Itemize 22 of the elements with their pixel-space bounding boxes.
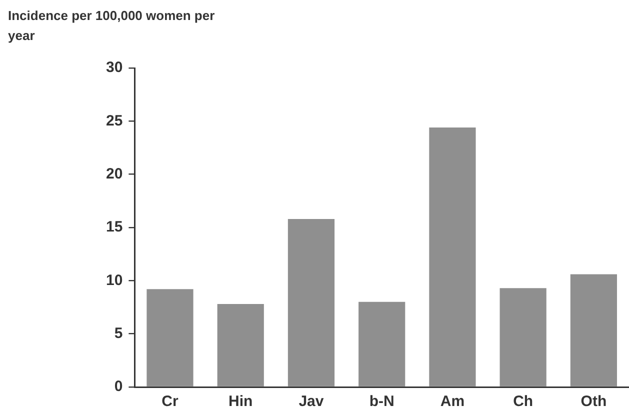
x-tick-label: b-N xyxy=(369,393,394,410)
x-tick-label: Ch xyxy=(513,393,534,410)
bar xyxy=(146,289,194,386)
y-tick-label: 25 xyxy=(106,112,123,130)
x-tick-label: Hin xyxy=(228,393,253,410)
bar xyxy=(500,288,546,386)
y-tick-label: 0 xyxy=(114,378,123,396)
y-axis-title: Incidence per 100,000 women per year xyxy=(8,7,216,45)
bar xyxy=(288,218,335,386)
y-tick-label: 30 xyxy=(106,59,123,76)
x-tick-label: Jav xyxy=(298,393,324,410)
y-tick-label: 5 xyxy=(114,324,123,342)
y-tick-label: 10 xyxy=(106,272,123,289)
x-tick-label: Cr xyxy=(162,393,178,410)
x-tick-label: Am xyxy=(440,393,465,410)
bar xyxy=(429,128,476,386)
bar xyxy=(358,302,406,386)
bar xyxy=(217,304,264,386)
y-tick-label: 15 xyxy=(106,218,123,236)
x-tick-label: Oth xyxy=(580,393,607,410)
bar xyxy=(570,274,617,386)
y-tick-label: 20 xyxy=(106,165,123,182)
